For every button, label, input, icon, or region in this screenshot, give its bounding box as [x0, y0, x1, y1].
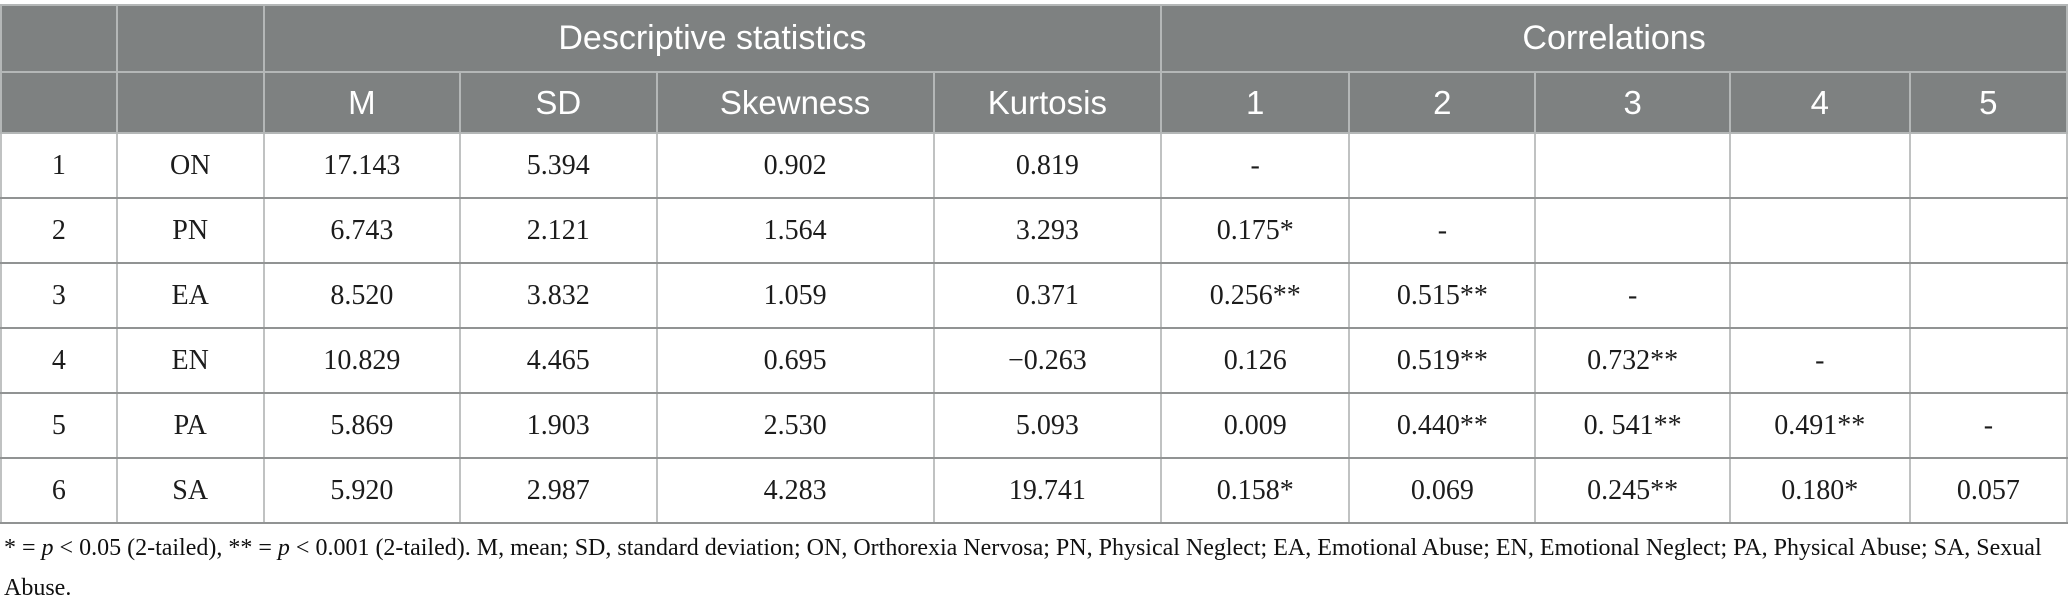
cell-corr-1: 0.175*	[1160, 197, 1351, 264]
row-number: 3	[0, 262, 118, 329]
cell-m: 8.520	[262, 262, 462, 329]
footnote-p-italic: p	[41, 535, 54, 561]
variable-corner-cell	[115, 4, 265, 73]
cell-corr-1: -	[1160, 132, 1351, 199]
cell-corr-3: 0.245**	[1534, 457, 1731, 524]
cell-sd: 1.903	[459, 392, 658, 459]
corner-cell	[0, 4, 118, 73]
column-header-skewness: Skewness	[655, 71, 935, 134]
table-header-group-row: Descriptive statistics Correlations	[0, 4, 2068, 73]
group-header-correlations: Correlations	[1160, 4, 2068, 73]
cell-m: 6.743	[262, 197, 462, 264]
column-header-3: 3	[1534, 71, 1731, 134]
table-footnote: * = p < 0.05 (2-tailed), ** = p < 0.001 …	[0, 524, 2068, 608]
cell-corr-4: 0.491**	[1728, 392, 1911, 459]
column-header-1: 1	[1160, 71, 1351, 134]
cell-m: 5.920	[262, 457, 462, 524]
cell-corr-4	[1728, 197, 1911, 264]
cell-corr-2: 0.515**	[1348, 262, 1537, 329]
cell-skewness: 1.059	[655, 262, 935, 329]
cell-corr-5: 0.057	[1908, 457, 2068, 524]
row-number: 5	[0, 392, 118, 459]
column-header-4: 4	[1728, 71, 1911, 134]
cell-corr-3	[1534, 197, 1731, 264]
table-row: 6 SA 5.920 2.987 4.283 19.741 0.158* 0.0…	[0, 457, 2068, 524]
cell-corr-5: -	[1908, 392, 2068, 459]
cell-sd: 3.832	[459, 262, 658, 329]
cell-sd: 2.987	[459, 457, 658, 524]
cell-sd: 2.121	[459, 197, 658, 264]
footnote-p-italic: p	[277, 535, 290, 561]
cell-corr-4	[1728, 262, 1911, 329]
cell-corr-3: 0. 541**	[1534, 392, 1731, 459]
cell-corr-1: 0.158*	[1160, 457, 1351, 524]
cell-corr-1: 0.009	[1160, 392, 1351, 459]
cell-corr-3	[1534, 132, 1731, 199]
table-row: 4 EN 10.829 4.465 0.695 −0.263 0.126 0.5…	[0, 327, 2068, 394]
row-variable: PA	[115, 392, 265, 459]
column-header-sd: SD	[459, 71, 658, 134]
cell-skewness: 2.530	[655, 392, 935, 459]
cell-m: 17.143	[262, 132, 462, 199]
cell-corr-4: -	[1728, 327, 1911, 394]
table-header-columns-row: M SD Skewness Kurtosis 1 2 3 4 5	[0, 71, 2068, 134]
cell-m: 10.829	[262, 327, 462, 394]
row-number: 6	[0, 457, 118, 524]
footnote-text: < 0.001 (2-tailed). M, mean; SD, standar…	[4, 535, 2042, 601]
table-row: 3 EA 8.520 3.832 1.059 0.371 0.256** 0.5…	[0, 262, 2068, 329]
column-header-kurtosis: Kurtosis	[932, 71, 1163, 134]
cell-m: 5.869	[262, 392, 462, 459]
table-row: 5 PA 5.869 1.903 2.530 5.093 0.009 0.440…	[0, 392, 2068, 459]
cell-corr-2: -	[1348, 197, 1537, 264]
cell-corr-5	[1908, 132, 2068, 199]
column-header-5: 5	[1908, 71, 2068, 134]
cell-corr-2: 0.440**	[1348, 392, 1537, 459]
cell-skewness: 0.902	[655, 132, 935, 199]
cell-kurtosis: −0.263	[932, 327, 1163, 394]
statistics-table: Descriptive statistics Correlations M SD…	[0, 4, 2068, 524]
cell-kurtosis: 5.093	[932, 392, 1163, 459]
row-variable: SA	[115, 457, 265, 524]
row-variable: ON	[115, 132, 265, 199]
cell-corr-2: 0.519**	[1348, 327, 1537, 394]
cell-sd: 5.394	[459, 132, 658, 199]
footnote-text: < 0.05 (2-tailed), ** =	[53, 535, 278, 561]
cell-kurtosis: 0.371	[932, 262, 1163, 329]
cell-corr-5	[1908, 327, 2068, 394]
cell-corr-3: 0.732**	[1534, 327, 1731, 394]
cell-corr-1: 0.256**	[1160, 262, 1351, 329]
cell-kurtosis: 0.819	[932, 132, 1163, 199]
column-header-2: 2	[1348, 71, 1537, 134]
cell-corr-3: -	[1534, 262, 1731, 329]
cell-corr-4: 0.180*	[1728, 457, 1911, 524]
table-row: 2 PN 6.743 2.121 1.564 3.293 0.175* -	[0, 197, 2068, 264]
row-variable: PN	[115, 197, 265, 264]
cell-sd: 4.465	[459, 327, 658, 394]
row-number: 2	[0, 197, 118, 264]
cell-skewness: 4.283	[655, 457, 935, 524]
footnote-text: * =	[4, 535, 42, 561]
cell-corr-2: 0.069	[1348, 457, 1537, 524]
variable-corner-cell-2	[115, 71, 265, 134]
cell-corr-5	[1908, 197, 2068, 264]
row-variable: EA	[115, 262, 265, 329]
row-variable: EN	[115, 327, 265, 394]
cell-corr-1: 0.126	[1160, 327, 1351, 394]
cell-corr-2	[1348, 132, 1537, 199]
cell-corr-4	[1728, 132, 1911, 199]
cell-corr-5	[1908, 262, 2068, 329]
row-number: 1	[0, 132, 118, 199]
cell-skewness: 1.564	[655, 197, 935, 264]
table-row: 1 ON 17.143 5.394 0.902 0.819 -	[0, 132, 2068, 199]
corner-cell-2	[0, 71, 118, 134]
cell-kurtosis: 3.293	[932, 197, 1163, 264]
group-header-descriptive: Descriptive statistics	[262, 4, 1163, 73]
column-header-m: M	[262, 71, 462, 134]
cell-kurtosis: 19.741	[932, 457, 1163, 524]
row-number: 4	[0, 327, 118, 394]
cell-skewness: 0.695	[655, 327, 935, 394]
